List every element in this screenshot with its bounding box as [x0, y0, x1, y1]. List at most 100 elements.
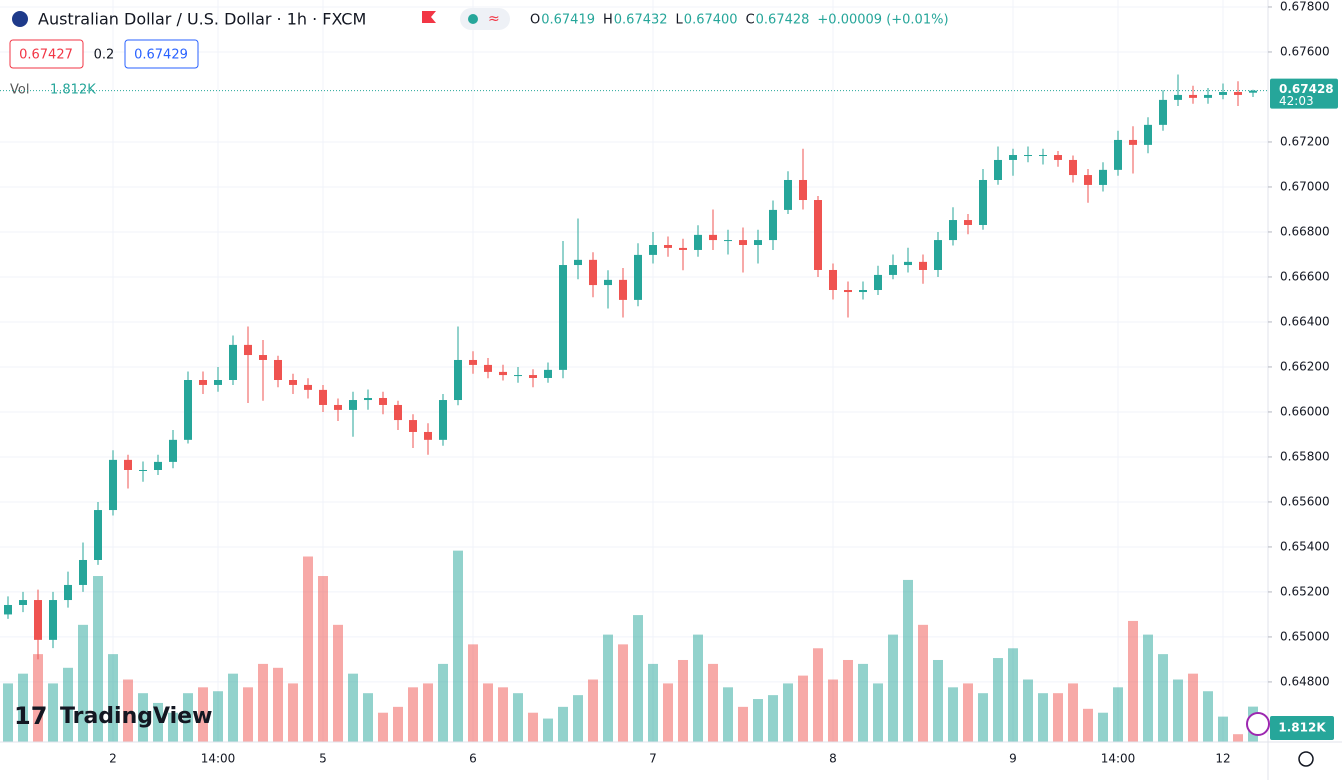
volume-bar	[93, 576, 103, 742]
candle-body	[619, 279, 627, 300]
candle-body	[409, 420, 417, 432]
candle-body	[889, 265, 897, 275]
volume-bar	[768, 695, 778, 742]
candle-body	[199, 379, 207, 385]
candle-body	[334, 404, 342, 410]
candle-body	[1204, 94, 1212, 98]
candle-body	[19, 600, 27, 605]
volume-bar	[1038, 693, 1048, 742]
volume-bar	[708, 663, 718, 742]
volume-bar	[18, 673, 28, 742]
volume-bar	[1053, 693, 1063, 742]
volume-bar	[603, 634, 613, 742]
y-tick-label: 0.65800	[1280, 449, 1330, 463]
y-tick-label: 0.66200	[1280, 359, 1330, 373]
volume-bar	[1023, 679, 1033, 742]
bid-box[interactable]	[9, 39, 84, 69]
volume-bar	[1203, 691, 1213, 742]
volume-bar	[903, 579, 913, 742]
volume-bar	[663, 683, 673, 742]
volume-bar	[918, 624, 928, 742]
y-tick-label: 0.64800	[1280, 674, 1330, 688]
x-tick-label: 2	[109, 752, 117, 766]
volume-bar	[348, 673, 358, 742]
candle-body	[589, 259, 597, 286]
candle-body	[754, 240, 762, 246]
volume-bar	[453, 550, 463, 742]
candle-body	[739, 240, 747, 246]
ohlc-value: 0.67428	[756, 13, 810, 28]
volume-bar	[528, 712, 538, 742]
volume-bar	[408, 687, 418, 742]
candle-body	[1249, 90, 1257, 93]
volume-bar	[933, 659, 943, 742]
volume-bar	[1083, 708, 1093, 742]
volume-bar	[108, 654, 118, 742]
candle-body	[514, 375, 522, 377]
volume-bar	[168, 712, 178, 742]
candle-body	[679, 247, 687, 250]
ohlc-key: L	[676, 13, 684, 28]
candle-body	[1054, 155, 1062, 160]
volume-bar	[1158, 654, 1168, 742]
settings-icon[interactable]	[1298, 751, 1314, 767]
volume-bar	[138, 693, 148, 742]
candle-body	[1099, 169, 1107, 185]
flag-icon[interactable]	[422, 11, 436, 23]
x-tick-label: 14:00	[201, 752, 236, 766]
status-icon: ≈	[488, 11, 500, 27]
volume-bar	[258, 663, 268, 742]
volume-bar	[153, 702, 163, 742]
candle-body	[64, 584, 72, 601]
candle-body	[229, 344, 237, 380]
candle-body	[109, 459, 117, 511]
candle-body	[1189, 94, 1197, 98]
volume-bar	[423, 683, 433, 742]
candle-body	[139, 469, 147, 471]
candle-body	[1174, 94, 1182, 100]
x-tick-label: 14:00	[1101, 752, 1136, 766]
candle-body	[349, 400, 357, 410]
candle-body	[1069, 159, 1077, 176]
volume-bar	[588, 679, 598, 742]
alert-icon[interactable]	[1246, 712, 1270, 736]
status-pill[interactable]	[460, 8, 510, 30]
volume-bar	[498, 687, 508, 742]
ohlc-value: 0.67400	[684, 13, 738, 28]
volume-bar	[273, 667, 283, 742]
candle-body	[289, 379, 297, 385]
volume-bar	[1188, 673, 1198, 742]
volume-tag-text: 1.812K	[1278, 721, 1326, 735]
volume-bar	[888, 634, 898, 742]
candle-body	[829, 269, 837, 291]
x-tick-label: 7	[649, 752, 657, 766]
volume-bar	[1113, 687, 1123, 742]
candle-body	[784, 179, 792, 210]
volume-bar	[573, 695, 583, 742]
volume-bar	[1068, 683, 1078, 742]
candle-body	[4, 604, 12, 615]
ask-box[interactable]	[124, 39, 199, 69]
candle-body	[364, 397, 372, 401]
volume-bar	[813, 648, 823, 742]
candle-body	[124, 459, 132, 470]
countdown: 42:03	[1279, 94, 1314, 108]
x-tick-label: 12	[1215, 752, 1230, 766]
symbol-title: Australian Dollar / U.S. Dollar · 1h · F…	[38, 10, 366, 29]
volume-bar	[543, 718, 553, 742]
x-tick-label: 6	[469, 752, 477, 766]
volume-bar	[378, 712, 388, 742]
change: +0.00009 (+0.01%)	[817, 13, 948, 28]
volume-bar	[48, 683, 58, 742]
candle-body	[274, 359, 282, 380]
volume-bar	[798, 675, 808, 742]
candle-body	[1234, 92, 1242, 95]
volume-bar	[948, 687, 958, 742]
volume-bar	[1173, 679, 1183, 742]
candle-body	[244, 344, 252, 356]
market-open-dot	[468, 14, 478, 24]
candle-body	[1084, 175, 1092, 185]
candle-body	[439, 400, 447, 440]
candle-body	[874, 274, 882, 291]
volume-bar	[723, 687, 733, 742]
